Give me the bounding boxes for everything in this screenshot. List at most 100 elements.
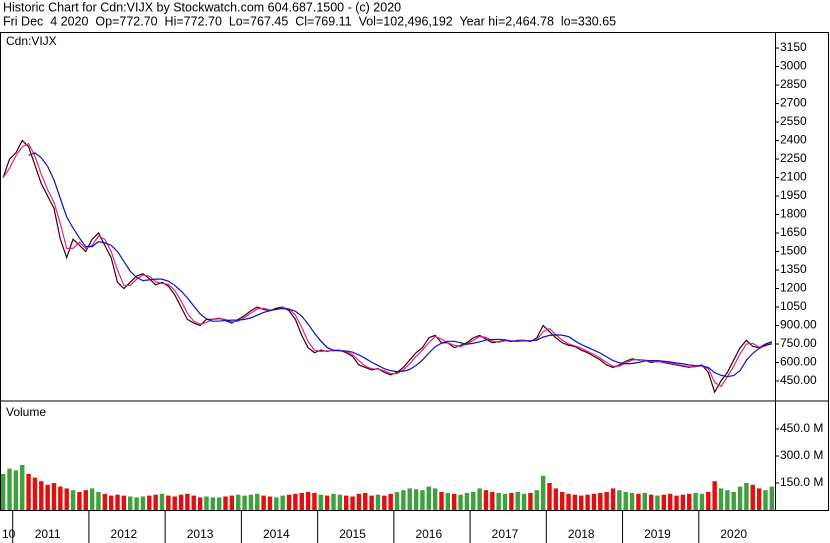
x-tick-label: 2016 [415,527,442,541]
volume-bar [32,477,38,510]
volume-bar [636,493,641,510]
header-line: Fri Dec 4 2020 Op=772.70 Hi=772.70 Lo=76… [3,14,616,28]
volume-bar [756,488,762,510]
volume-bar [528,492,533,510]
volume-bar [382,495,387,510]
volume-bar [108,495,114,510]
volume-bar [598,492,603,510]
volume-bar [648,494,654,510]
y-tick-label: 1950 [780,188,807,202]
volume-bar [763,490,768,510]
y-tick-label: 2400 [780,133,807,147]
y-tick-label: 1500 [780,244,807,258]
y-tick-label: 2850 [780,77,807,91]
volume-bar [242,495,247,510]
volume-bar [655,495,660,510]
volume-bar [216,497,222,510]
y-tick-label: 450.00 [780,373,817,387]
volume-bar [51,483,57,510]
volume-bar [496,492,501,510]
header-line: Historic Chart for Cdn:VIJX by Stockwatc… [3,0,401,14]
volume-bar [280,495,285,510]
volume-bar [667,493,673,510]
volume-bar [680,494,686,510]
volume-bar [197,497,203,510]
volume-bar [102,493,108,510]
volume-bar [502,493,508,510]
y-tick-label: 2700 [780,96,807,110]
volume-bar [286,494,292,510]
volume-bar [178,494,184,510]
frame [0,32,829,511]
volume-bar [610,488,616,510]
volume-bar [458,494,463,510]
volume-bar [401,490,406,510]
volume-bar [407,488,412,510]
x-tick-label: 2012 [111,527,138,541]
y-tick-label: 900.00 [780,318,817,332]
volume-bar [617,490,622,510]
volume-bar [147,495,152,510]
volume-bar [559,492,565,510]
volume-bar [769,486,775,510]
volume-bar [312,492,317,510]
volume-bar [166,495,171,510]
volume-bar [706,492,711,510]
volume-label: Volume [6,405,46,419]
x-tick-label: 10 [2,527,16,541]
volume-bar [629,492,635,510]
volume-bar [712,481,717,510]
volume-bar [477,488,482,510]
volume-bar [331,493,336,510]
volume-bar [83,490,88,510]
x-tick-label: 2019 [644,527,671,541]
volume-bar [70,490,76,510]
y-tick-label: 750.00 [780,336,817,350]
volume-bar [45,484,50,510]
x-tick-label: 2014 [263,527,290,541]
x-tick-label: 2020 [720,527,747,541]
y-tick-label: 2550 [780,114,807,128]
volume-bar [439,492,444,510]
volume-bar [471,492,476,510]
volume-bar [229,495,235,510]
volume-bar [490,492,495,510]
volume-bar [343,495,349,510]
volume-bar [572,494,578,510]
volume-bar [693,492,698,510]
volume-bar [274,497,279,510]
y-tick-label: 600.00 [780,355,817,369]
volume-bar [26,474,31,510]
x-tick-label: 2018 [568,527,595,541]
volume-bar [585,494,590,510]
volume-bar [261,495,266,510]
volume-bar [369,495,374,510]
volume-bar [642,492,647,510]
y-tick-label: 150.0 M [780,475,823,489]
volume-bar [89,488,95,510]
x-tick-label: 2011 [35,527,61,541]
volume-bar [0,474,6,510]
y-tick-label: 1800 [780,207,807,221]
y-tick-label: 2100 [780,170,807,184]
volume-bar [350,496,355,510]
volume-bar [388,493,393,510]
y-tick-label: 450.0 M [780,421,823,435]
y-tick-label: 1350 [780,262,807,276]
volume-bar [363,492,368,510]
y-tick-label: 3000 [780,59,807,73]
volume-bar [185,493,190,510]
volume-bar [540,475,546,510]
volume-bar [426,486,432,510]
volume-bar [566,493,571,510]
volume-bar [509,492,514,510]
volume-bar [731,492,736,510]
volume-bar [337,494,343,510]
volume-bar [515,492,520,510]
volume-bar [445,492,451,510]
volume-bar [375,494,381,510]
y-tick-label: 1650 [780,225,807,239]
